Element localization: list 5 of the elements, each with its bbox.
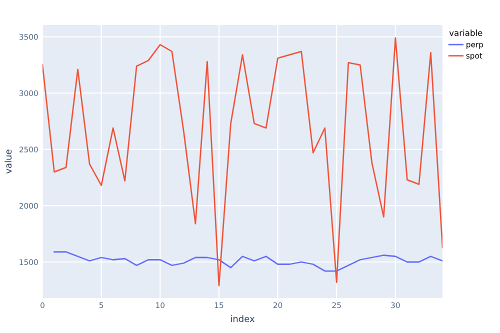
line-series [54, 251, 442, 272]
line-series [42, 37, 442, 286]
legend-title: variable [449, 30, 482, 36]
y-axis-title: value [4, 150, 12, 174]
x-axis-title: index [231, 315, 255, 322]
